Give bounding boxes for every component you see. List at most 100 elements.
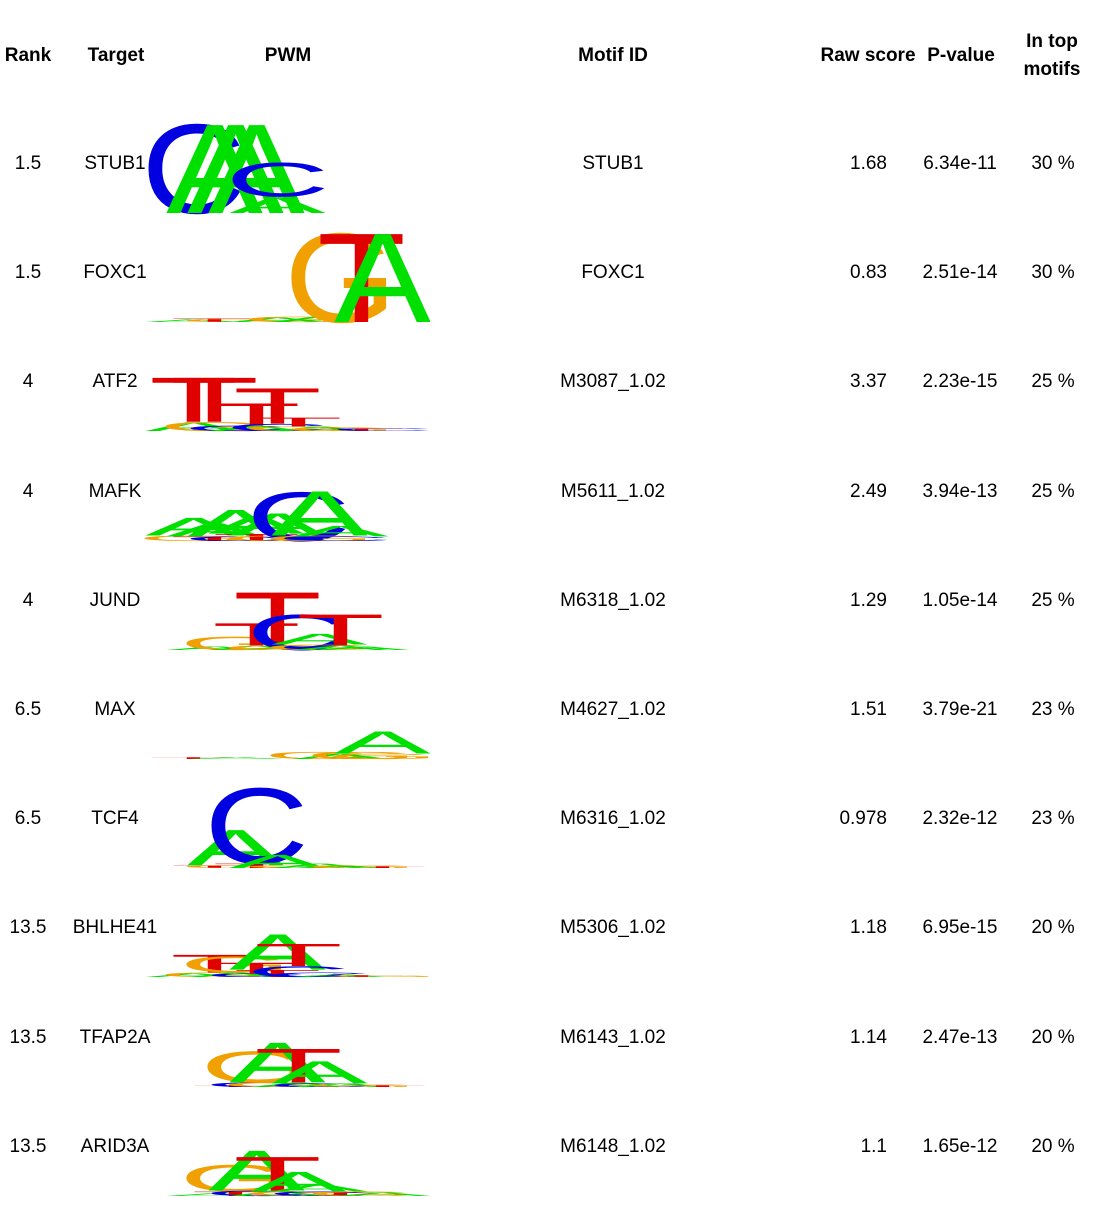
logo-letter-t: T xyxy=(170,365,259,436)
logo-letter-c: C xyxy=(183,535,288,542)
logo-letter-c: C xyxy=(183,424,288,433)
target-cell: MAFK xyxy=(88,480,142,502)
logo-letter-a: A xyxy=(229,316,326,323)
logo-letter-a: A xyxy=(208,1139,305,1203)
logo-letter-t: T xyxy=(233,378,322,435)
p-value-cell: 2.23e-15 xyxy=(922,371,998,393)
raw-score-cell: 0.83 xyxy=(850,262,887,284)
logo-letter-t: T xyxy=(170,535,259,542)
logo-letter-g: G xyxy=(179,632,292,653)
logo-letter-a: A xyxy=(229,1030,326,1094)
logo-letter-g: G xyxy=(242,865,355,869)
logo-letter-a: A xyxy=(292,1082,390,1088)
logo-letter-t: T xyxy=(254,938,343,974)
logo-letter-g: G xyxy=(221,534,334,543)
target-cell: BHLHE41 xyxy=(72,917,158,939)
logo-letter-t: T xyxy=(170,950,259,978)
in-top-cell: 30 % xyxy=(1031,262,1075,284)
logo-letter-a: A xyxy=(208,644,305,651)
in-top-cell: 20 % xyxy=(1031,1135,1075,1157)
in-top-cell: 20 % xyxy=(1031,1026,1075,1048)
logo-letter-a: A xyxy=(187,502,284,545)
logo-letter-a: A xyxy=(271,1182,368,1193)
logo-letter-a: A xyxy=(166,519,263,540)
logo-letter-g: G xyxy=(221,1081,334,1088)
logo-letter-a: A xyxy=(334,725,431,761)
logo-letter-g: G xyxy=(179,952,292,978)
raw-score-cell: 1.14 xyxy=(850,1026,887,1048)
logo-letter-a: A xyxy=(250,1166,347,1197)
logo-letter-a: A xyxy=(292,522,389,539)
logo-letter-g: G xyxy=(263,534,376,543)
raw-score-cell: 1.29 xyxy=(850,589,887,611)
logo-letter-g: G xyxy=(305,865,418,869)
rank-cell: 6.5 xyxy=(14,699,42,720)
rank-cell: 1.5 xyxy=(14,262,42,284)
target-cell: FOXC1 xyxy=(83,262,147,284)
in-top-cell: 23 % xyxy=(1031,699,1075,720)
header-raw-score: Raw score xyxy=(820,45,916,66)
logo-letter-t: T xyxy=(212,960,301,977)
logo-letter-a: A xyxy=(292,752,389,761)
logo-letter-t: T xyxy=(317,206,406,349)
motif-id-cell: M3087_1.02 xyxy=(560,371,666,393)
p-value-cell: 6.34e-11 xyxy=(923,153,997,174)
logo-letter-g: G xyxy=(179,865,292,869)
p-value-cell: 3.94e-13 xyxy=(922,480,998,502)
logo-letter-a: A xyxy=(271,315,368,324)
rank-cell: 13.5 xyxy=(9,917,47,939)
logo-letter-c: C xyxy=(267,1190,372,1197)
logo-letter-g: G xyxy=(326,975,439,978)
logo-letter-t: T xyxy=(254,415,343,429)
logo-letter-a: A xyxy=(145,512,242,540)
header-rank: Rank xyxy=(4,45,52,66)
raw-score-cell: 0.978 xyxy=(839,808,887,830)
logo-letter-g: G xyxy=(326,752,439,761)
logo-letter-a: A xyxy=(145,973,243,979)
logo-letter-c: C xyxy=(225,152,330,206)
logo-letter-c: C xyxy=(141,97,246,240)
logo-letter-c: C xyxy=(267,1082,372,1088)
logo-letter-t: T xyxy=(191,1190,280,1197)
logo-letter-a: A xyxy=(187,757,285,760)
logo-letter-t: T xyxy=(233,968,322,979)
motif-id-cell: STUB1 xyxy=(582,153,644,174)
logo-letter-c: C xyxy=(225,422,330,433)
logo-letter-t: T xyxy=(338,866,427,869)
logo-letter-c: C xyxy=(204,1081,309,1088)
logo-letter-a: A xyxy=(271,1054,368,1090)
logo-letter-g: G xyxy=(284,206,397,349)
in-top-cell: 25 % xyxy=(1031,480,1075,502)
logo-letter-t: T xyxy=(296,605,385,655)
logo-letter-a: A xyxy=(334,206,431,349)
logo-letter-a: A xyxy=(229,1189,326,1198)
in-top-cell: 30 % xyxy=(1031,153,1075,174)
logo-letter-t: T xyxy=(296,1191,385,1197)
logo-letter-g: G xyxy=(179,1157,292,1200)
logo-letter-g: G xyxy=(305,1083,418,1087)
raw-score-cell: 1.18 xyxy=(850,917,887,939)
logo-letter-t: T xyxy=(233,576,322,662)
p-value-cell: 3.79e-21 xyxy=(922,699,998,720)
logo-letter-a: A xyxy=(208,424,305,433)
logo-letter-c: C xyxy=(330,428,435,432)
raw-score-cell: 3.37 xyxy=(850,371,887,393)
p-value-cell: 2.51e-14 xyxy=(922,262,998,284)
logo-letter-t: T xyxy=(212,862,301,869)
logo-letter-a: A xyxy=(187,820,284,877)
logo-letter-a: A xyxy=(229,192,327,218)
header-in-top-line1: In top xyxy=(1026,31,1078,52)
target-cell: TFAP2A xyxy=(79,1026,151,1048)
rank-cell: 13.5 xyxy=(9,1026,47,1048)
logo-letter-g: G xyxy=(137,534,250,543)
header-target: Target xyxy=(87,45,145,66)
logo-letter-c: C xyxy=(204,766,309,887)
logo-letter-t: T xyxy=(170,318,259,324)
